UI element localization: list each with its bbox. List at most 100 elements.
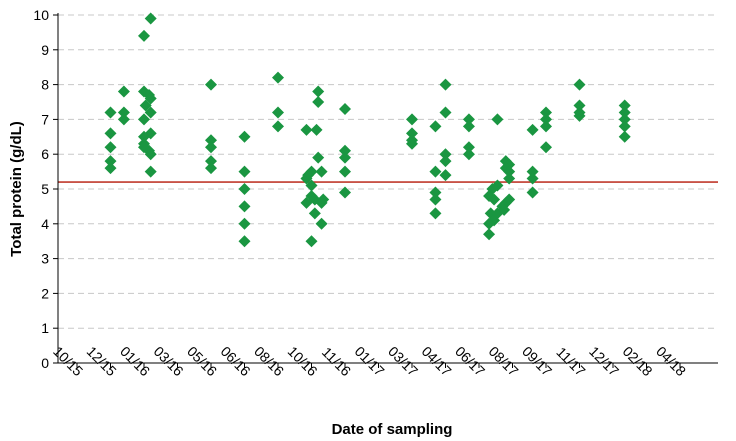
y-tick-label: 9 bbox=[41, 42, 49, 58]
x-tick-label: 06/17 bbox=[452, 343, 488, 379]
data-point bbox=[117, 113, 130, 126]
y-tick-label: 2 bbox=[41, 285, 49, 301]
data-point bbox=[315, 165, 328, 178]
data-point bbox=[339, 165, 351, 178]
data-point bbox=[339, 102, 351, 115]
data-point bbox=[205, 141, 217, 154]
data-point bbox=[205, 162, 217, 175]
data-point bbox=[406, 127, 418, 140]
gridlines bbox=[58, 14, 718, 329]
data-point bbox=[483, 228, 496, 241]
data-point bbox=[310, 123, 323, 136]
x-axis-title: Date of sampling bbox=[332, 421, 453, 438]
data-point bbox=[238, 130, 251, 143]
data-point bbox=[526, 123, 539, 136]
data-point bbox=[429, 165, 442, 178]
data-point bbox=[503, 193, 516, 206]
data-point bbox=[144, 165, 157, 178]
x-tick-label: 11/17 bbox=[553, 344, 589, 380]
data-point bbox=[618, 120, 631, 133]
data-point bbox=[238, 217, 251, 230]
data-point bbox=[429, 120, 442, 133]
y-tick-label: 3 bbox=[41, 251, 49, 267]
x-tick-label: 10/16 bbox=[285, 343, 321, 379]
x-tick-label: 04/17 bbox=[419, 343, 455, 379]
data-point bbox=[339, 186, 351, 199]
data-point bbox=[144, 106, 157, 119]
data-point bbox=[618, 99, 631, 112]
data-point bbox=[315, 196, 328, 209]
y-tick-label: 7 bbox=[41, 111, 49, 127]
data-point bbox=[498, 203, 511, 216]
y-tick-label: 10 bbox=[33, 7, 49, 23]
data-point bbox=[312, 85, 325, 98]
data-point bbox=[618, 106, 631, 119]
data-point bbox=[144, 12, 157, 25]
data-point bbox=[462, 141, 475, 154]
data-point bbox=[315, 217, 328, 230]
data-point bbox=[429, 207, 442, 220]
x-tick-label: 06/16 bbox=[218, 343, 254, 379]
data-point bbox=[406, 137, 418, 150]
data-point bbox=[138, 113, 150, 126]
data-point bbox=[462, 148, 475, 161]
x-tick-label: 10/15 bbox=[50, 343, 86, 379]
data-point bbox=[272, 71, 284, 84]
data-point bbox=[305, 235, 318, 248]
data-point bbox=[104, 155, 117, 168]
x-tick-label: 02/18 bbox=[620, 343, 656, 379]
data-point bbox=[618, 113, 631, 126]
data-point bbox=[104, 127, 117, 140]
data-point bbox=[117, 85, 130, 98]
data-point bbox=[238, 183, 251, 195]
data-point bbox=[540, 141, 552, 154]
data-point bbox=[272, 106, 284, 119]
data-point bbox=[618, 130, 631, 143]
x-tick-label: 12/15 bbox=[84, 343, 120, 379]
data-point bbox=[104, 141, 117, 154]
y-tick-label: 5 bbox=[41, 181, 49, 197]
data-point bbox=[138, 29, 150, 42]
data-point bbox=[503, 172, 516, 185]
data-point bbox=[300, 123, 313, 136]
data-point bbox=[305, 179, 318, 192]
data-point bbox=[526, 165, 539, 178]
data-point bbox=[238, 235, 251, 248]
y-tick-label: 0 bbox=[41, 355, 49, 371]
data-point bbox=[205, 78, 217, 91]
data-point bbox=[308, 207, 321, 220]
data-point bbox=[406, 113, 418, 126]
data-point bbox=[573, 78, 586, 91]
y-axis-title: Total protein (g/dL) bbox=[8, 121, 25, 257]
x-tick-label: 03/16 bbox=[151, 343, 187, 379]
data-point bbox=[205, 134, 217, 147]
data-point bbox=[526, 186, 539, 199]
x-tick-label: 08/17 bbox=[486, 343, 522, 379]
x-tick-label: 12/17 bbox=[586, 343, 622, 379]
data-point bbox=[462, 113, 475, 126]
data-point bbox=[573, 109, 586, 122]
data-point bbox=[312, 96, 325, 108]
data-point bbox=[439, 78, 452, 91]
data-point bbox=[540, 120, 552, 133]
data-point bbox=[439, 106, 452, 119]
x-tick-label: 08/16 bbox=[251, 343, 287, 379]
y-tick-label: 4 bbox=[41, 216, 49, 232]
data-point bbox=[540, 106, 552, 119]
data-point bbox=[238, 165, 251, 178]
x-tick-label: 01/17 bbox=[352, 343, 388, 379]
x-tick-label: 04/18 bbox=[653, 343, 689, 379]
data-point bbox=[104, 106, 117, 119]
data-point bbox=[462, 120, 475, 133]
data-point bbox=[503, 165, 516, 178]
y-tick-label: 8 bbox=[41, 77, 49, 93]
data-point bbox=[540, 113, 552, 126]
x-tick-label: 03/17 bbox=[385, 343, 421, 379]
data-point bbox=[117, 106, 130, 119]
data-point bbox=[312, 151, 325, 164]
y-tick-label: 1 bbox=[41, 320, 49, 336]
data-points bbox=[104, 12, 631, 248]
data-point bbox=[339, 151, 351, 164]
data-point bbox=[439, 155, 452, 168]
data-point bbox=[439, 148, 452, 161]
